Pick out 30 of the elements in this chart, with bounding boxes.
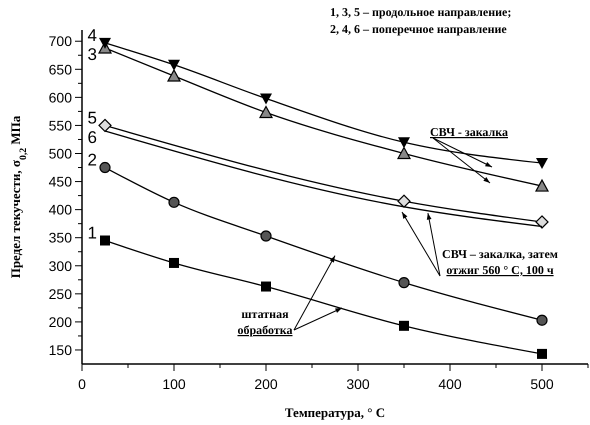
y-tick-label: 500: [48, 145, 72, 162]
x-axis-title: Температура, ° С: [284, 405, 386, 420]
text: 1, 3, 5 – продольное направление;: [330, 5, 512, 19]
annotation: штатная обработка: [238, 307, 292, 337]
y-tick-label: 600: [48, 89, 72, 106]
x-tick-label: 0: [78, 376, 86, 392]
annotation: СВЧ - закалка: [430, 125, 508, 139]
series-label: 6: [88, 128, 97, 148]
y-tick-label: 550: [48, 117, 72, 134]
x-tick-label: 500: [530, 376, 554, 392]
y-tick-label: 150: [48, 342, 72, 358]
x-tick-label: 400: [438, 376, 462, 392]
x-tick-label: 100: [162, 376, 186, 392]
series-label: 1: [88, 224, 97, 243]
series-label: 3: [88, 44, 97, 64]
y-tick-label: 400: [48, 202, 72, 218]
x-tick-label: 300: [346, 376, 370, 392]
annotation: 2, 4, 6 – поперечное направление: [330, 22, 508, 36]
y-tick-label: 300: [48, 258, 72, 274]
series-label: 5: [88, 108, 97, 128]
x-tick-label: 200: [254, 376, 278, 392]
series-label: 2: [88, 150, 97, 170]
annotation: СВЧ – закалка, затем отжиг 560 ° С, 100 ч: [442, 247, 558, 277]
y-tick-label: 250: [48, 286, 72, 302]
y-tick-label: 450: [48, 174, 72, 190]
y-tick-label: 700: [48, 33, 72, 50]
y-tick-label: 350: [48, 230, 72, 246]
y-tick-label: 200: [48, 314, 72, 330]
series-label: 4: [88, 26, 97, 45]
y-tick-label: 650: [48, 61, 72, 78]
